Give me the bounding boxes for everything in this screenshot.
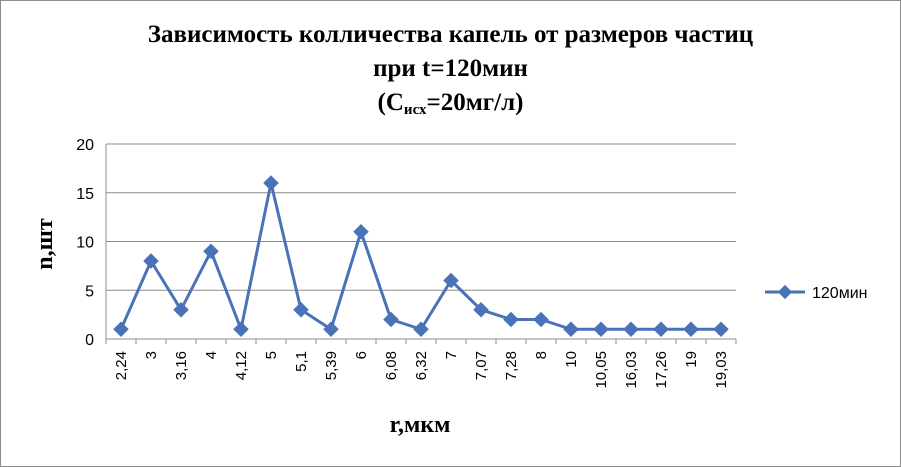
data-point-marker [683,321,699,338]
data-point-marker [353,223,369,240]
x-tick-label: 3,16 [173,351,190,380]
chart-title: Зависимость колличества капель от размер… [0,18,901,120]
x-tick-labels: 2,24 3 3,16 4 4,12 5 5,1 5,39 6 6,08 6,32 7 7,07 7,28… [113,351,730,389]
x-tick-label: 7 [443,351,460,359]
y-tick-labels: 0 5 10 15 20 [76,137,94,349]
y-tick-label: 20 [76,137,94,154]
x-tick-label: 16,03 [623,351,640,389]
data-point-marker [233,321,249,338]
data-point-marker [563,321,579,338]
data-point-marker [413,321,429,338]
legend-marker [777,284,793,300]
data-point-marker [113,321,129,338]
x-tick-label: 10 [563,351,580,368]
y-tick-label: 5 [85,283,94,300]
data-point-marker [293,301,309,318]
data-point-marker [263,175,279,191]
data-point-marker [713,321,729,338]
legend: 120мин [765,284,867,302]
x-tick-label: 4 [203,351,220,359]
title-line3-suffix: =20мг/л) [426,89,524,116]
data-point-marker [383,311,399,328]
x-tick-label: 6,32 [413,351,430,380]
title-line3-subscript: исх [403,102,427,118]
y-tick-label: 15 [76,186,94,203]
data-point-marker [323,321,339,338]
x-tick-label: 19 [683,351,700,368]
gridlines [106,143,736,291]
data-point-marker [593,321,609,338]
data-point-marker [503,311,519,328]
data-point-marker [653,321,669,338]
legend-label: 120мин [812,285,867,302]
x-tick-label: 7,07 [473,351,490,380]
title-line3-prefix: (С [377,89,404,116]
data-point-marker [143,253,159,269]
data-point-marker [203,243,219,260]
x-tick-label: 2,24 [113,351,130,380]
data-point-marker [173,301,189,318]
x-tick-label: 19,03 [713,351,730,389]
x-tick-label: 6 [353,351,370,359]
series-group [113,175,729,338]
chart-title-line2: при t=120мин [373,55,528,82]
x-tick-label: 8 [533,351,550,359]
y-tick-label: 10 [76,235,94,252]
data-point-marker [623,321,639,338]
x-tick-label: 4,12 [233,351,250,380]
chart-title-line3: (Сисх=20мг/л) [0,86,901,120]
data-point-marker [533,311,549,328]
x-axis-title: r,мкм [390,412,451,438]
x-tick-label: 10,05 [593,351,610,389]
x-tick-label: 17,26 [653,351,670,389]
y-tick-label: 0 [85,332,94,349]
x-tick-label: 5,1 [293,351,310,372]
x-tick-label: 3 [143,351,160,359]
x-tick-label: 5 [263,351,280,359]
x-tick-label: 5,39 [323,351,340,380]
y-axis-title: n,шт [32,218,58,270]
axes [105,144,737,344]
x-tick-label: 7,28 [503,351,520,380]
chart-title-line1: Зависимость колличества капель от размер… [147,21,754,48]
x-tick-label: 6,08 [383,351,400,380]
